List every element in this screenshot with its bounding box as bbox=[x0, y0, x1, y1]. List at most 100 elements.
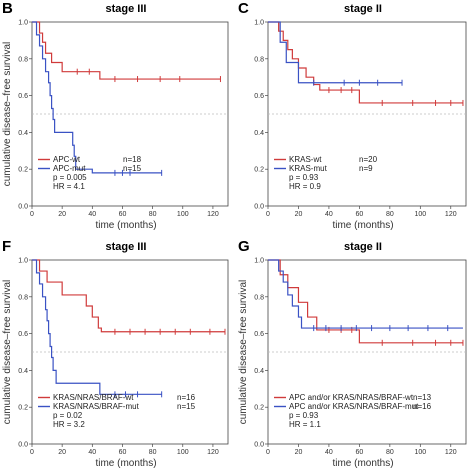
panel-title: stage III bbox=[106, 241, 147, 253]
legend-n: n=16 bbox=[413, 402, 432, 411]
y-tick-label: 0.2 bbox=[254, 405, 264, 412]
x-tick-label: 0 bbox=[266, 211, 270, 218]
legend-label: KRAS/NRAS/BRAF-mut bbox=[53, 402, 140, 411]
x-tick-label: 120 bbox=[207, 449, 219, 456]
legend-label: KRAS-mut bbox=[289, 164, 328, 173]
y-axis-label: cumulative disease–free survival bbox=[238, 280, 249, 425]
panel-letter: B bbox=[2, 0, 13, 17]
legend-n: n=20 bbox=[359, 155, 378, 164]
legend-label: KRAS/NRAS/BRAF-wt bbox=[53, 393, 134, 402]
y-tick-label: 0.2 bbox=[18, 167, 28, 174]
y-tick-label: 0.6 bbox=[254, 331, 264, 338]
y-tick-label: 0.0 bbox=[254, 442, 264, 449]
x-tick-label: 20 bbox=[295, 449, 303, 456]
x-axis-label: time (months) bbox=[95, 458, 156, 469]
y-tick-label: 0.4 bbox=[18, 368, 28, 375]
legend-label: KRAS-wt bbox=[289, 155, 322, 164]
x-tick-label: 120 bbox=[445, 449, 457, 456]
y-tick-label: 1.0 bbox=[254, 20, 264, 27]
y-tick-label: 0.8 bbox=[18, 294, 28, 301]
x-tick-label: 120 bbox=[207, 211, 219, 218]
x-tick-label: 80 bbox=[386, 449, 394, 456]
y-tick-label: 0.6 bbox=[254, 93, 264, 100]
y-tick-label: 1.0 bbox=[254, 258, 264, 265]
stat-p-value: p = 0.02 bbox=[53, 411, 83, 420]
y-tick-label: 0.2 bbox=[18, 405, 28, 412]
x-tick-label: 40 bbox=[88, 449, 96, 456]
panel-title: stage II bbox=[344, 241, 382, 253]
y-tick-label: 0.4 bbox=[18, 130, 28, 137]
panel-letter: C bbox=[238, 0, 249, 17]
x-tick-label: 0 bbox=[30, 449, 34, 456]
series-mut bbox=[32, 259, 163, 398]
legend-n: n=16 bbox=[177, 393, 196, 402]
x-axis-label: time (months) bbox=[332, 458, 393, 469]
survival-curve bbox=[268, 21, 403, 84]
y-tick-label: 0.8 bbox=[18, 56, 28, 63]
stat-p-value: p = 0.93 bbox=[289, 173, 319, 182]
x-tick-label: 80 bbox=[149, 449, 157, 456]
legend-label: APC-wt bbox=[53, 155, 81, 164]
x-tick-label: 80 bbox=[386, 211, 394, 218]
x-tick-label: 60 bbox=[355, 211, 363, 218]
legend-n: n=15 bbox=[123, 164, 142, 173]
survival-curve bbox=[32, 259, 225, 333]
x-tick-label: 80 bbox=[149, 211, 157, 218]
stat-p-value: p = 0.005 bbox=[53, 173, 87, 182]
y-tick-label: 0.0 bbox=[18, 204, 28, 211]
series-mut bbox=[32, 21, 163, 176]
y-tick-label: 0.8 bbox=[254, 294, 264, 301]
x-tick-label: 40 bbox=[325, 211, 333, 218]
x-axis-label: time (months) bbox=[332, 220, 393, 231]
y-tick-label: 0.8 bbox=[254, 56, 264, 63]
survival-curve bbox=[32, 21, 221, 80]
stat-hazard-ratio: HR = 0.9 bbox=[289, 182, 321, 191]
series-wt bbox=[32, 259, 226, 335]
y-tick-label: 0.2 bbox=[254, 167, 264, 174]
x-tick-label: 60 bbox=[355, 449, 363, 456]
legend-label: APC and/or KRAS/NRAS/BRAF-wt bbox=[289, 393, 414, 402]
y-axis-label: cumulative disease–free survival bbox=[2, 280, 13, 425]
series-wt bbox=[268, 259, 464, 346]
x-tick-label: 100 bbox=[414, 211, 426, 218]
y-tick-label: 0.6 bbox=[18, 93, 28, 100]
x-tick-label: 120 bbox=[445, 211, 457, 218]
legend-n: n=9 bbox=[359, 164, 373, 173]
y-axis-label: cumulative disease–free survival bbox=[2, 42, 13, 187]
x-tick-label: 60 bbox=[119, 449, 127, 456]
survival-curve bbox=[32, 21, 162, 174]
stat-hazard-ratio: HR = 4.1 bbox=[53, 182, 85, 191]
series-mut bbox=[268, 259, 463, 332]
y-tick-label: 0.0 bbox=[18, 442, 28, 449]
x-axis-label: time (months) bbox=[95, 220, 156, 231]
y-tick-label: 0.4 bbox=[254, 368, 264, 375]
x-tick-label: 60 bbox=[119, 211, 127, 218]
x-tick-label: 0 bbox=[30, 211, 34, 218]
x-tick-label: 100 bbox=[414, 449, 426, 456]
x-tick-label: 100 bbox=[177, 449, 189, 456]
x-tick-label: 40 bbox=[88, 211, 96, 218]
y-tick-label: 0.0 bbox=[254, 204, 264, 211]
legend-n: n=13 bbox=[413, 393, 432, 402]
series-wt bbox=[32, 21, 221, 83]
y-tick-label: 1.0 bbox=[18, 258, 28, 265]
stat-hazard-ratio: HR = 1.1 bbox=[289, 420, 321, 429]
survival-curve bbox=[32, 259, 162, 395]
legend-n: n=18 bbox=[123, 155, 142, 164]
legend-n: n=15 bbox=[177, 402, 196, 411]
x-tick-label: 20 bbox=[295, 211, 303, 218]
stat-p-value: p = 0.93 bbox=[289, 411, 319, 420]
survival-curve bbox=[268, 259, 463, 344]
survival-curve bbox=[268, 259, 463, 329]
legend-label: APC-mut bbox=[53, 164, 86, 173]
legend-label: APC and/or KRAS/NRAS/BRAF-mut bbox=[289, 402, 419, 411]
series-wt bbox=[268, 21, 464, 106]
panel-title: stage III bbox=[106, 3, 147, 15]
panel-letter: F bbox=[2, 238, 11, 255]
series-mut bbox=[268, 21, 403, 86]
x-tick-label: 0 bbox=[266, 449, 270, 456]
